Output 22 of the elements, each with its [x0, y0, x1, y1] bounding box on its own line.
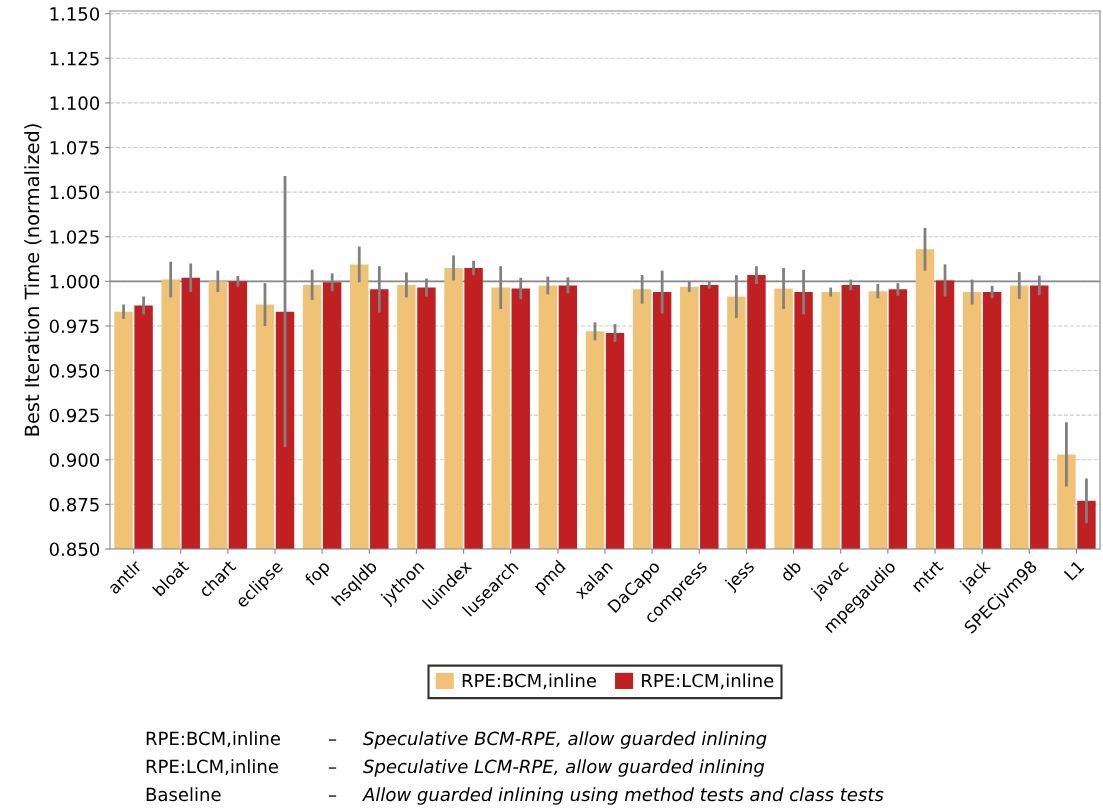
- legend-label: RPE:BCM,inline: [462, 673, 597, 690]
- y-tick-label: 1.075: [50, 140, 99, 155]
- y-tick-label: 1.100: [50, 96, 100, 111]
- legend-label: RPE:LCM,inline: [642, 673, 774, 690]
- x-tick-label: L1: [1063, 560, 1085, 581]
- text: RPE:BCM,inline – Speculative BCM-RPE, allow guarded inlining: [146, 731, 767, 749]
- y-tick-label: 0.875: [49, 497, 99, 512]
- y-tick-label: 1.125: [50, 51, 99, 66]
- y-tick-label: 0.975: [49, 319, 99, 334]
- y-tick-label: 1.150: [50, 7, 100, 21]
- y-tick-label: 0.925: [49, 408, 99, 423]
- y-axis-title: Best Iteration Time (normalized): [24, 124, 42, 436]
- x-tick-label: fop: [303, 559, 333, 589]
- y-tick-label: 1.000: [50, 274, 100, 289]
- y-tick-label: 1.025: [50, 230, 99, 244]
- text: RPE:LCM,inline – Speculative LCM-RPE, allow guarded inlining: [146, 759, 765, 777]
- y-tick-label: 0.900: [49, 453, 100, 467]
- y-tick-label: 1.050: [50, 185, 100, 200]
- y-tick-label: 0.850: [49, 542, 100, 557]
- y-tick-label: 0.950: [49, 364, 100, 378]
- text: Baseline – Allow guarded inlining using method tests and class tests: [146, 787, 884, 805]
- x-tick-label: db: [779, 559, 803, 583]
